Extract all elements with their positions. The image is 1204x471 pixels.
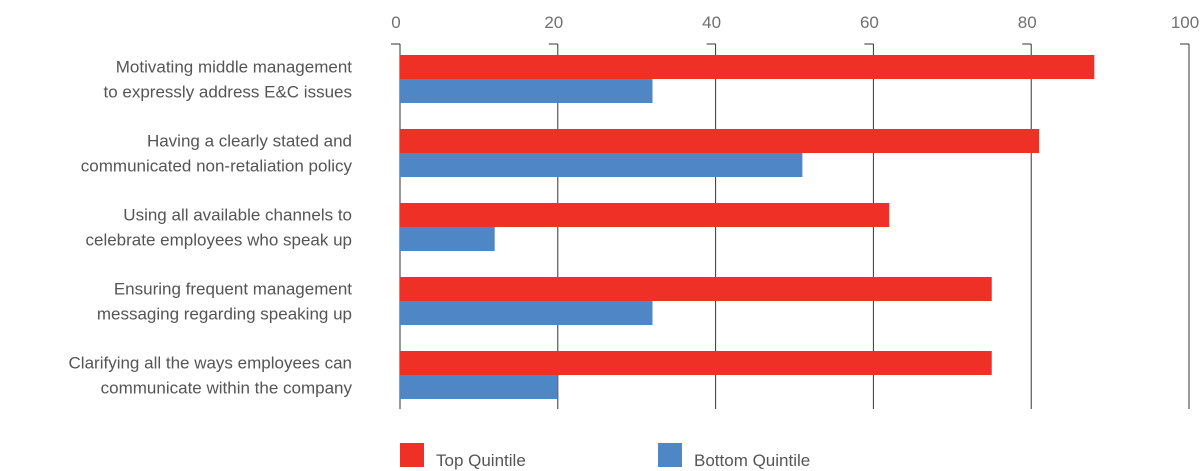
category-label: communicate within the company [101, 379, 353, 398]
bar-bottom-quintile-2 [400, 153, 803, 177]
category-label: Clarifying all the ways employees can [69, 354, 352, 373]
category-label: Motivating middle management [116, 58, 353, 77]
x-tick-label: 80 [1018, 13, 1037, 32]
category-label: messaging regarding speaking up [97, 305, 352, 324]
bar-top-quintile-3 [400, 203, 890, 227]
category-labels: Motivating middle management to expressly… [69, 58, 353, 398]
category-label: to expressly address E&C issues [104, 83, 353, 102]
legend-label-top-quintile: Top Quintile [436, 451, 526, 470]
bar-top-quintile-5 [400, 351, 992, 375]
bar-top-quintile-1 [400, 55, 1095, 79]
legend-swatch-bottom-quintile [658, 443, 682, 467]
x-tick-label: 60 [860, 13, 879, 32]
bar-bottom-quintile-5 [400, 375, 558, 399]
bar-top-quintile-4 [400, 277, 992, 301]
x-axis-ticks: 0 20 40 60 80 100 [391, 13, 1199, 32]
legend-label-bottom-quintile: Bottom Quintile [694, 451, 810, 470]
x-tick-label: 20 [544, 13, 563, 32]
bar-bottom-quintile-1 [400, 79, 653, 103]
bar-top-quintile-2 [400, 129, 1040, 153]
category-label: Ensuring frequent management [114, 280, 352, 299]
x-tick-label: 0 [391, 13, 400, 32]
bar-bottom-quintile-3 [400, 227, 495, 251]
bars [400, 55, 1095, 399]
bar-bottom-quintile-4 [400, 301, 653, 325]
legend: Top Quintile Bottom Quintile [400, 443, 810, 470]
legend-swatch-top-quintile [400, 443, 424, 467]
x-tick-label: 100 [1171, 13, 1199, 32]
category-label: celebrate employees who speak up [86, 231, 353, 250]
category-label: communicated non-retaliation policy [81, 157, 353, 176]
category-label: Having a clearly stated and [147, 132, 352, 151]
category-label: Using all available channels to [123, 206, 352, 225]
x-tick-label: 40 [702, 13, 721, 32]
